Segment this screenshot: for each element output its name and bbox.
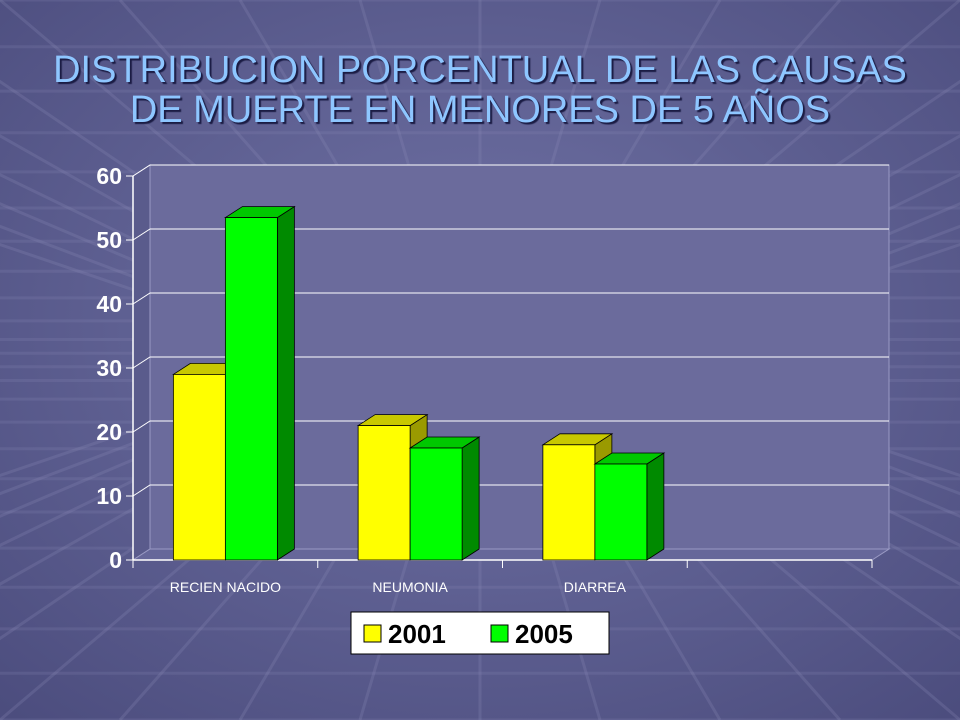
bar-2001-neumonia [357, 425, 411, 561]
bar-side-2005-neumonia [461, 436, 480, 561]
y-tick-label: 50 [96, 227, 122, 253]
bar-2005-neumonia [409, 447, 463, 561]
x-category-label: RECIEN NACIDO [170, 579, 281, 595]
y-gridline [132, 292, 889, 305]
y-gridline [132, 420, 889, 433]
title-line-1: DISTRIBUCION PORCENTUAL DE LAS CAUSAS [53, 49, 907, 91]
y-gridline [132, 356, 889, 369]
y-gridline [132, 228, 889, 241]
y-tick-label: 30 [96, 355, 122, 381]
y-tick-label: 10 [96, 483, 122, 509]
title-line-2: DE MUERTE EN MENORES DE 5 AÑOS [129, 89, 831, 131]
slide-title: DISTRIBUCION PORCENTUAL DE LAS CAUSAS DE… [0, 50, 960, 130]
bar-2001-recien-nacido [172, 373, 226, 561]
bar-2005-diarrea [594, 463, 648, 561]
legend-swatch-2001 [363, 624, 382, 643]
y-tick-label: 0 [109, 547, 122, 573]
bar-2001-diarrea [542, 444, 596, 561]
bar-side-2005-recien-nacido [276, 205, 295, 561]
bar-side-2005-diarrea [646, 452, 665, 561]
legend-box [350, 611, 610, 655]
y-tick-label: 60 [96, 163, 122, 189]
legend-label-2005: 2005 [515, 619, 573, 649]
bar-2005-recien-nacido [224, 217, 278, 561]
y-tick-label: 20 [96, 419, 122, 445]
legend-swatch-2005 [490, 624, 509, 643]
x-category-label: DIARREA [564, 579, 627, 595]
x-category-label: NEUMONIA [372, 579, 448, 595]
y-tick-label: 40 [96, 291, 122, 317]
legend-label-2001: 2001 [388, 619, 446, 649]
y-gridline [132, 164, 889, 177]
